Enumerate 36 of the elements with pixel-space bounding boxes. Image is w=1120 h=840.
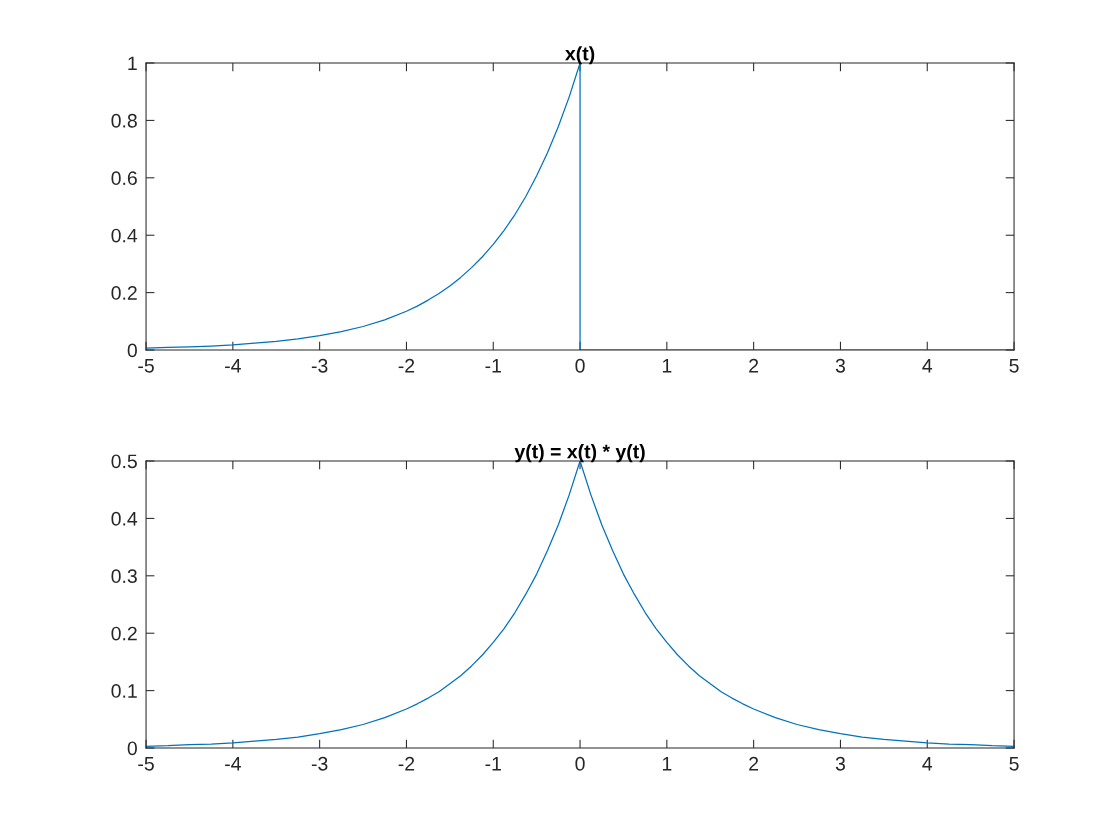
x-tick-label: 5 [1009,359,1019,373]
x-tick-label: -3 [311,358,328,373]
x-tick-label: -1 [485,757,501,771]
chart-title: y(t) = x(t) * y(t) [514,444,645,463]
x-tick-label: 4 [922,757,933,771]
y-tick-label: 0.5 [111,454,137,469]
chart-title: x(t) [565,46,595,65]
x-tick-label: 2 [749,756,759,771]
x-tick-label: 1 [662,757,672,771]
y-tick-label: 0 [127,741,137,756]
x-tick-label: -1 [485,359,501,373]
x-tick-label: 2 [749,358,759,373]
x-tick-label: -5 [138,359,154,373]
y-tick-label: 0 [127,343,137,358]
x-tick-label: 4 [922,359,933,373]
y-tick-label: 0.6 [111,171,137,186]
x-tick-label: 1 [662,359,672,373]
x-tick-label: 3 [835,358,845,373]
y-tick-label: 0.4 [111,228,138,243]
y-tick-label: 0.8 [111,113,137,128]
x-tick-label: 3 [835,756,845,771]
y-tick-label: 0.2 [111,286,137,300]
x-tick-label: -4 [225,757,241,771]
x-tick-label: 5 [1009,757,1019,771]
y-tick-label: 0.2 [111,626,137,641]
x-tick-label: -5 [138,757,154,771]
x-tick-label: -4 [225,359,241,373]
x-tick-label: -2 [398,756,415,771]
x-tick-label: 0 [575,358,585,373]
x-tick-label: -3 [311,756,328,771]
x-tick-label: 0 [575,756,585,771]
x-tick-label: -2 [398,358,415,373]
y-tick-label: 0.3 [111,569,137,584]
y-tick-label: 0.1 [111,684,137,698]
y-tick-label: 1 [128,56,137,71]
y-tick-label: 0.4 [111,511,138,526]
